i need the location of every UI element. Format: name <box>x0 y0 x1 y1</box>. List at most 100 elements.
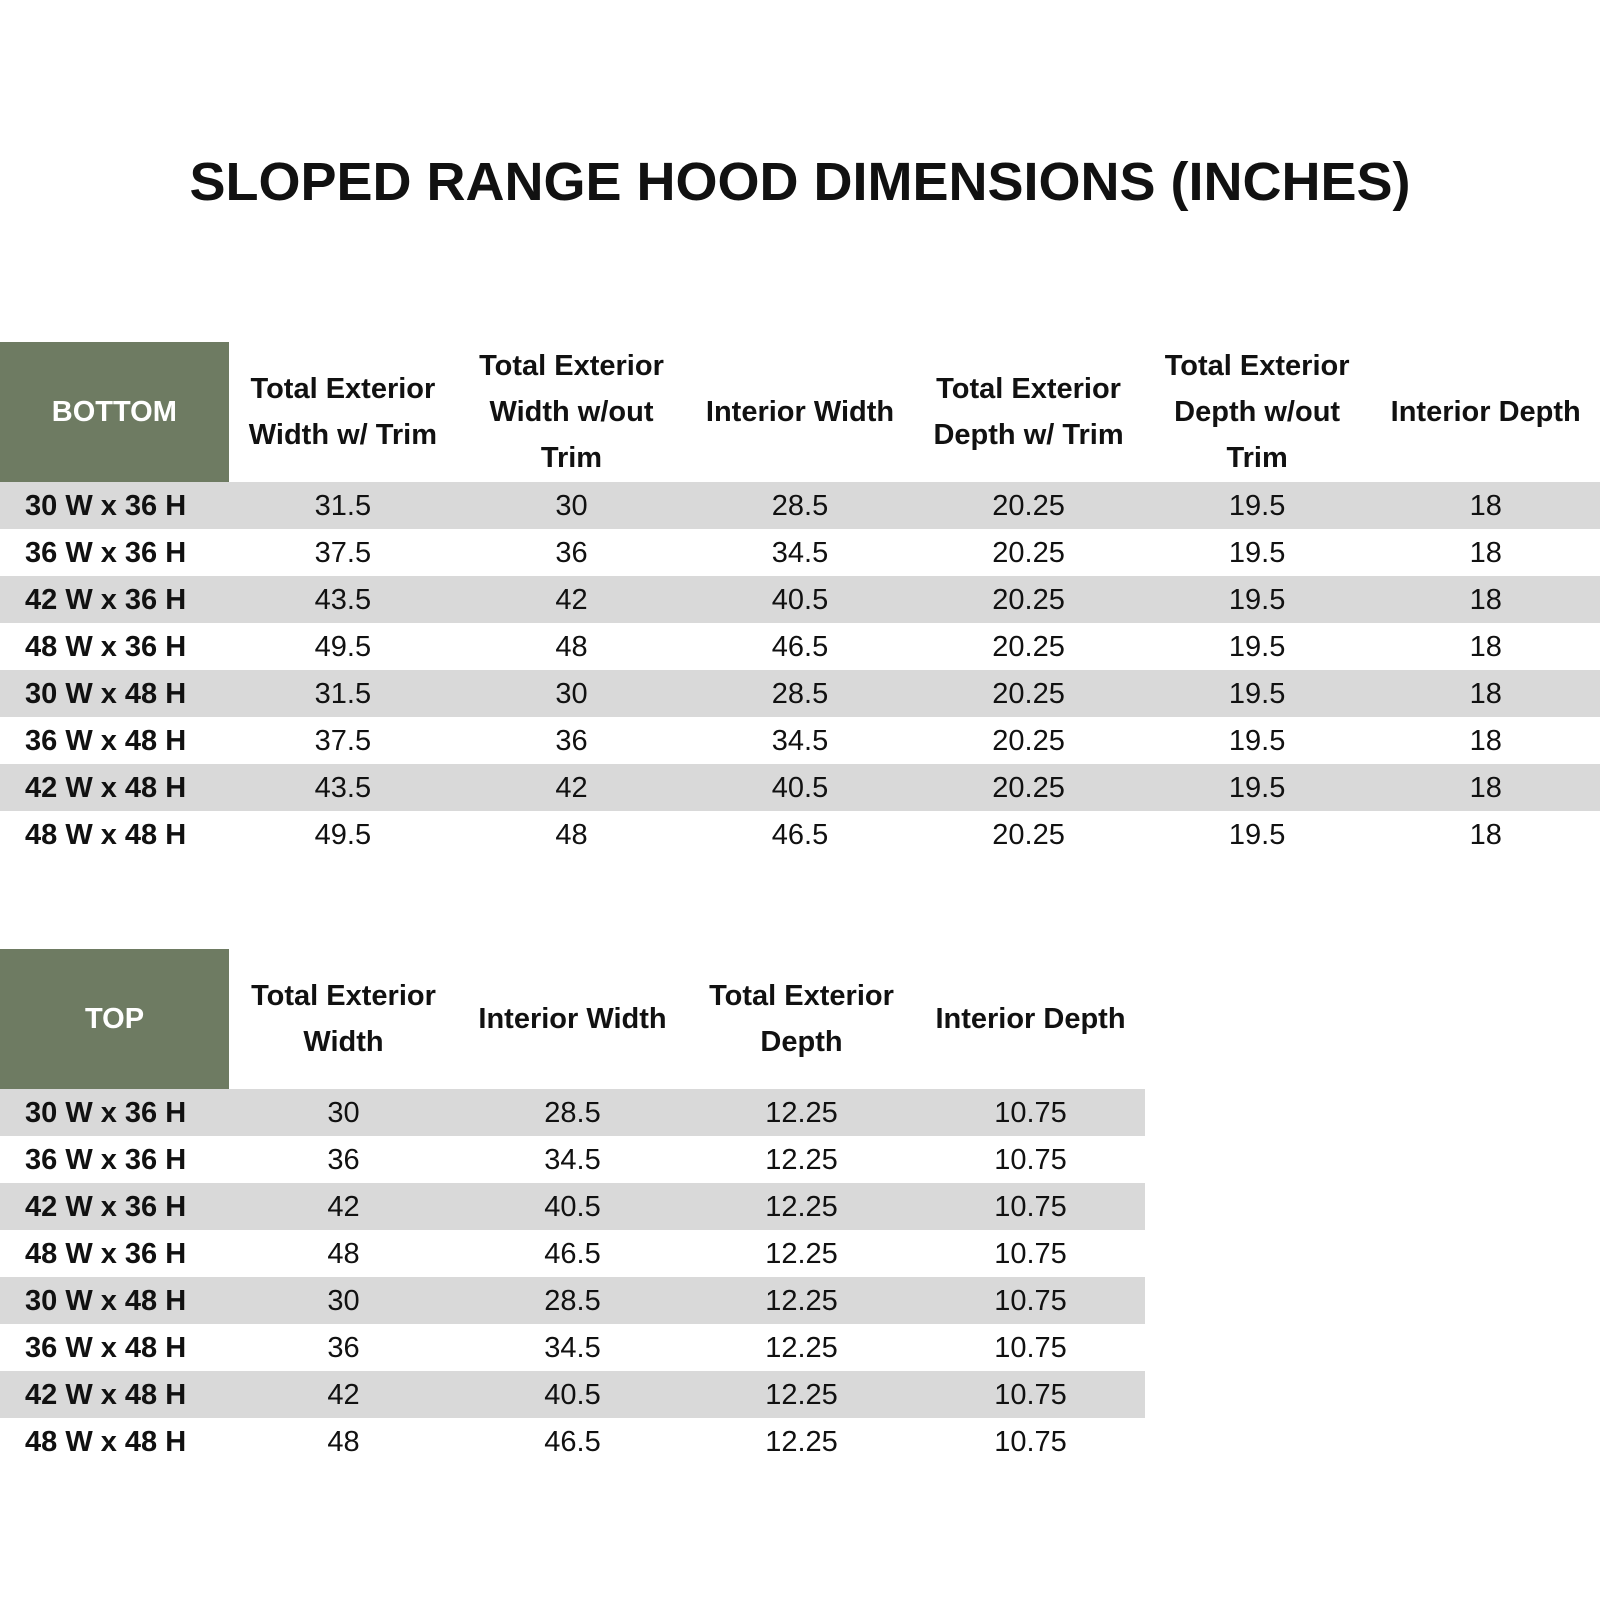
column-header: Total Exterior Depth w/out Trim <box>1164 350 1350 474</box>
cell: 18 <box>1371 482 1600 529</box>
row-label: 36 W x 36 H <box>25 536 187 569</box>
cell: 19.5 <box>1142 670 1372 717</box>
top-table: TOP Total Exterior Width Interior Width Tot… <box>0 949 1145 1465</box>
cell: 20.25 <box>992 724 1065 757</box>
cell: 28.5 <box>458 1089 687 1136</box>
data-row: 42 W x 36 H 42 40.5 12.25 10.75 <box>0 1183 1145 1230</box>
cell: 48 <box>555 630 588 663</box>
cell: 12.25 <box>765 1425 838 1458</box>
row-label: 30 W x 36 H <box>0 1089 229 1136</box>
cell: 20.25 <box>914 482 1143 529</box>
data-row: 30 W x 48 H 30 28.5 12.25 10.75 <box>0 1277 1145 1324</box>
row-label: 36 W x 48 H <box>25 1331 187 1364</box>
cell: 28.5 <box>458 1277 687 1324</box>
row-label: 30 W x 48 H <box>0 670 229 717</box>
cell: 12.25 <box>765 1331 838 1364</box>
row-label: 36 W x 36 H <box>25 1143 187 1176</box>
cell: 49.5 <box>314 818 372 851</box>
row-label: 48 W x 36 H <box>25 1237 187 1270</box>
cell: 20.25 <box>992 818 1065 851</box>
cell: 36 <box>327 1143 360 1176</box>
cell: 19.5 <box>1228 630 1286 663</box>
column-header: Interior Depth <box>935 1003 1126 1035</box>
cell: 10.75 <box>994 1237 1067 1270</box>
cell: 10.75 <box>994 1331 1067 1364</box>
row-label: 42 W x 48 H <box>0 764 229 811</box>
cell: 12.25 <box>765 1237 838 1270</box>
cell: 20.25 <box>914 576 1143 623</box>
data-row: 48 W x 36 H 48 46.5 12.25 10.75 <box>0 1230 1145 1277</box>
column-header: Interior Width <box>478 1003 667 1035</box>
cell: 40.5 <box>685 576 915 623</box>
cell: 37.5 <box>314 724 372 757</box>
cell: 28.5 <box>685 482 915 529</box>
cell: 18 <box>1371 670 1600 717</box>
cell: 34.5 <box>544 1331 601 1364</box>
cell: 12.25 <box>687 1089 916 1136</box>
cell: 30 <box>229 1277 458 1324</box>
cell: 46.5 <box>544 1425 601 1458</box>
cell: 31.5 <box>228 482 458 529</box>
cell: 10.75 <box>916 1183 1145 1230</box>
cell: 18 <box>1469 630 1502 663</box>
row-label: 42 W x 36 H <box>0 576 229 623</box>
cell: 19.5 <box>1142 764 1372 811</box>
column-header: Total Exterior Depth <box>709 980 894 1058</box>
cell: 40.5 <box>458 1371 687 1418</box>
row-label: 42 W x 48 H <box>0 1371 229 1418</box>
row-label: 30 W x 48 H <box>0 1277 229 1324</box>
cell: 18 <box>1371 764 1600 811</box>
cell: 20.25 <box>914 764 1143 811</box>
data-row: 36 W x 48 H 37.5 36 34.5 20.25 19.5 18 <box>0 717 1600 764</box>
cell: 18 <box>1469 536 1502 569</box>
cell: 46.5 <box>544 1237 601 1270</box>
cell: 46.5 <box>771 630 829 663</box>
column-header: Interior Depth <box>1390 396 1581 428</box>
cell: 48 <box>327 1425 360 1458</box>
corner-header: TOP <box>0 949 229 1089</box>
cell: 18 <box>1469 818 1502 851</box>
row-label: 48 W x 36 H <box>25 630 187 663</box>
bottom-table: BOTTOM Total Exterior Width w/ Trim Total … <box>0 342 1600 858</box>
data-row: 48 W x 48 H 49.5 48 46.5 20.25 19.5 18 <box>0 811 1600 858</box>
cell: 49.5 <box>314 630 372 663</box>
column-header: Total Exterior Depth w/ Trim <box>933 373 1124 451</box>
cell: 40.5 <box>685 764 915 811</box>
cell: 46.5 <box>771 818 829 851</box>
cell: 19.5 <box>1228 536 1286 569</box>
cell: 12.25 <box>687 1371 916 1418</box>
cell: 37.5 <box>314 536 372 569</box>
cell: 36 <box>555 536 588 569</box>
column-header: Interior Width <box>705 396 895 428</box>
cell: 48 <box>555 818 588 851</box>
cell: 40.5 <box>458 1183 687 1230</box>
cell: 31.5 <box>228 670 458 717</box>
data-row: 36 W x 48 H 36 34.5 12.25 10.75 <box>0 1324 1145 1371</box>
cell: 19.5 <box>1142 576 1372 623</box>
data-row: 36 W x 36 H 37.5 36 34.5 20.25 19.5 18 <box>0 529 1600 576</box>
cell: 19.5 <box>1228 818 1286 851</box>
corner-header: BOTTOM <box>0 342 229 482</box>
data-row: 42 W x 48 H 42 40.5 12.25 10.75 <box>0 1371 1145 1418</box>
data-row: 48 W x 48 H 48 46.5 12.25 10.75 <box>0 1418 1145 1465</box>
header-row: TOP Total Exterior Width Interior Width Tot… <box>0 949 1145 1089</box>
cell: 10.75 <box>994 1425 1067 1458</box>
cell: 20.25 <box>992 630 1065 663</box>
cell: 36 <box>555 724 588 757</box>
column-header: Total Exterior Width w/out Trim <box>479 350 664 474</box>
cell: 18 <box>1469 724 1502 757</box>
cell: 42 <box>457 764 686 811</box>
cell: 30 <box>457 670 686 717</box>
cell: 42 <box>457 576 686 623</box>
row-label: 36 W x 48 H <box>25 724 187 757</box>
row-label: 48 W x 48 H <box>25 1425 187 1458</box>
data-row: 30 W x 36 H 30 28.5 12.25 10.75 <box>0 1089 1145 1136</box>
column-header: Total Exterior Width w/ Trim <box>248 373 438 451</box>
cell: 34.5 <box>771 724 829 757</box>
page-title: SLOPED RANGE HOOD DIMENSIONS (INCHES) <box>189 152 1411 212</box>
cell: 10.75 <box>916 1089 1145 1136</box>
header-row: BOTTOM Total Exterior Width w/ Trim Total … <box>0 342 1600 482</box>
cell: 30 <box>457 482 686 529</box>
cell: 10.75 <box>994 1143 1067 1176</box>
